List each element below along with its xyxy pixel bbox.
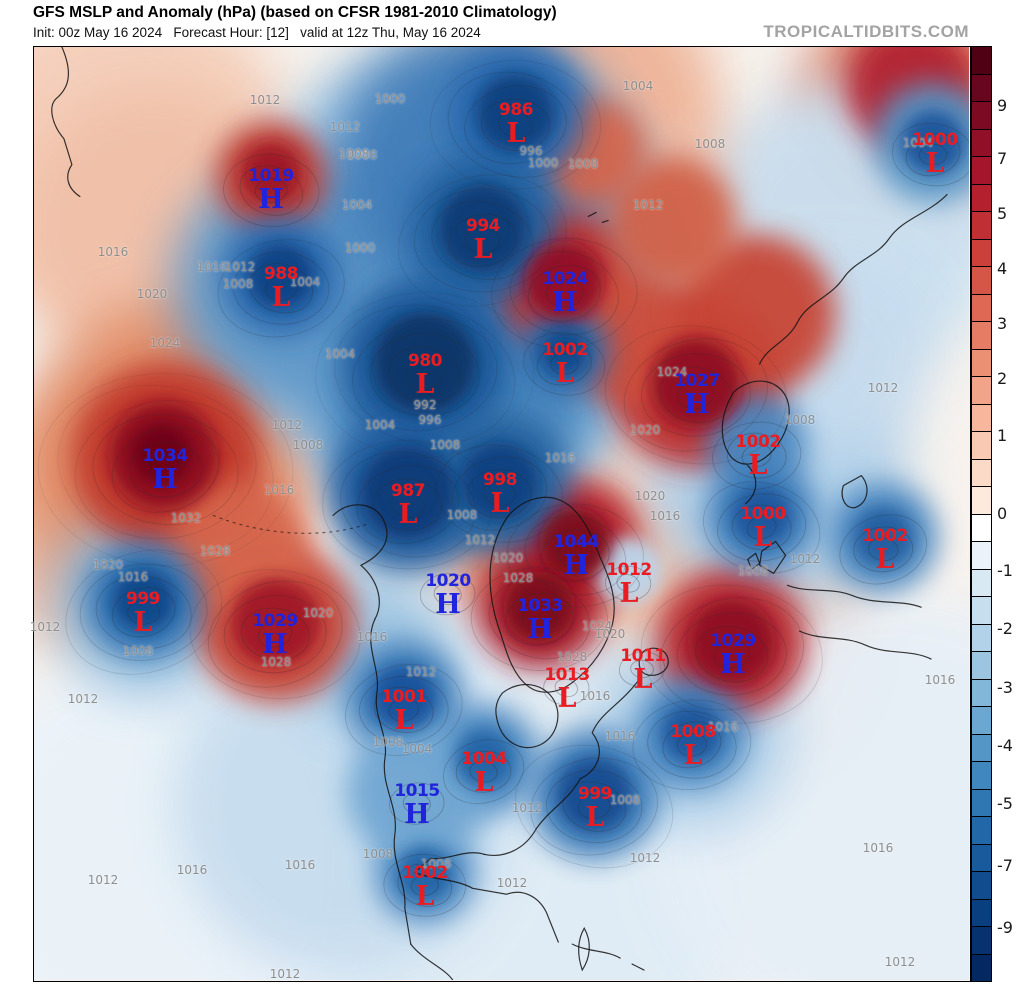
colorbar-cell [972,101,991,129]
colorbar-cell [972,266,991,294]
colorbar-tick-label: -4 [997,736,1013,755]
colorbar-cell [972,788,991,816]
colorbar-tick-label: -1 [997,560,1013,580]
colorbar-cells [971,46,992,982]
colorbar-cell [972,128,991,156]
colorbar-cell [972,156,991,184]
colorbar-cell [972,706,991,734]
colorbar-cell [972,596,991,624]
colorbar-cell [972,871,991,899]
colorbar-cell [972,678,991,706]
colorbar-cell [972,293,991,321]
colorbar-cell [972,623,991,651]
colorbar-cell [972,898,991,926]
colorbar-tick-label: -5 [997,794,1013,814]
colorbar-tick-label: -7 [997,856,1013,875]
colorbar-cell [972,651,991,679]
colorbar-cell [972,733,991,761]
colorbar-tick-label: -2 [997,619,1013,638]
colorbar-tick-label: 3 [997,313,1008,333]
colorbar-cell [972,431,991,459]
colorbar-ticks: 9 7 5 4 3 2 1 0 -1 -2 -3 -4 -5 -7 -9 [997,46,1024,982]
anomaly-field-canvas [34,47,969,980]
init-forecast-valid-line: Init: 00z May 16 2024 Forecast Hour: [12… [33,25,481,40]
coastlines [51,47,948,980]
colorbar-tick-label: 4 [997,259,1008,279]
colorbar-cell [972,183,991,211]
colorbar-cell [972,843,991,871]
colorbar-cell [972,761,991,789]
mslp-anomaly-map[interactable] [33,46,971,982]
colorbar-cell [972,568,991,596]
colorbar-cell [972,321,991,349]
colorbar-cell [972,238,991,266]
page-title: GFS MSLP and Anomaly (hPa) (based on CFS… [33,4,557,21]
colorbar-tick-label: 0 [997,503,1008,523]
colorbar-tick-label: -3 [997,677,1013,697]
anomaly-blobs [34,47,969,980]
colorbar-tick-label: 7 [997,149,1008,169]
colorbar-tick-label: 2 [997,368,1008,388]
colorbar-cell [972,403,991,431]
colorbar-cell [972,47,991,74]
colorbar-cell [972,376,991,404]
colorbar-cell [972,953,991,981]
colorbar-cell [972,816,991,844]
tropicaltidbits-logo: TROPICALTIDBITS.COM [763,22,969,41]
colorbar-cell [972,458,991,486]
colorbar-cell [972,926,991,954]
isobar-rings [37,60,969,917]
colorbar-cell [972,73,991,101]
colorbar-cell [972,513,991,541]
colorbar-tick-label: 5 [997,203,1008,223]
colorbar-tick-label: 9 [997,95,1008,115]
colorbar-cell [972,486,991,514]
colorbar-tick-label: 1 [997,426,1008,445]
colorbar-tick-label: -9 [997,918,1013,938]
colorbar-cell [972,211,991,239]
colorbar-cell [972,541,991,569]
colorbar-cell [972,348,991,376]
